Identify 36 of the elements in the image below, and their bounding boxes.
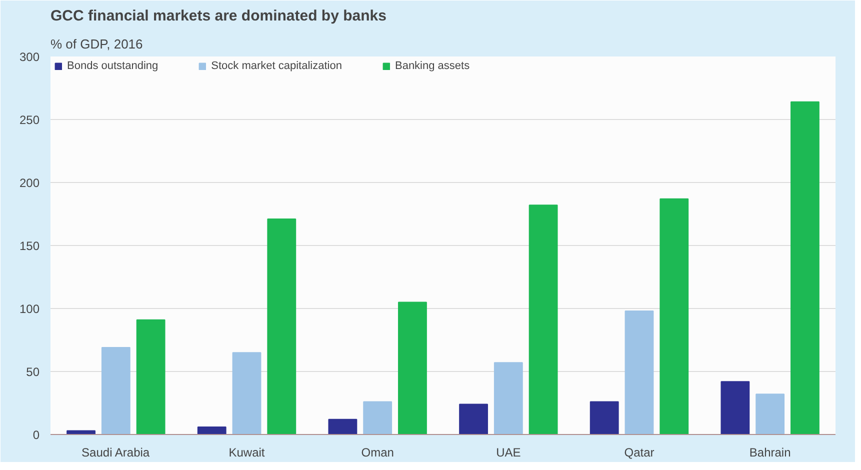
x-tick-label: Oman	[361, 446, 394, 460]
bar	[590, 401, 619, 434]
bar	[398, 302, 427, 434]
x-tick-label: Kuwait	[228, 446, 266, 460]
y-tick-label: 50	[26, 365, 40, 379]
bar	[756, 394, 785, 434]
bar	[66, 430, 96, 434]
bar	[101, 347, 130, 434]
y-tick-label: 300	[19, 50, 40, 64]
bar	[232, 352, 262, 434]
y-tick-label: 250	[19, 113, 40, 127]
bar	[459, 404, 488, 434]
legend-label: Stock market capitalization	[211, 60, 342, 72]
y-tick-label: 0	[32, 428, 40, 442]
y-tick-label: 150	[19, 239, 40, 253]
bar	[197, 426, 226, 434]
x-tick-label: Bahrain	[749, 446, 791, 460]
y-tick-label: 100	[19, 302, 40, 316]
bar	[624, 310, 654, 434]
bar	[720, 381, 750, 434]
legend-label: Banking assets	[394, 60, 470, 72]
bar	[136, 319, 166, 434]
bar	[528, 204, 558, 434]
y-tick-label: 200	[19, 176, 40, 190]
chart-subtitle: % of GDP, 2016	[50, 36, 143, 52]
bar	[660, 198, 689, 434]
x-tick-label: Saudi Arabia	[82, 446, 150, 460]
chart-title: GCC financial markets are dominated by banks	[50, 8, 386, 24]
bar	[267, 218, 296, 434]
bar	[363, 401, 392, 434]
x-tick-label: Qatar	[624, 446, 654, 460]
x-tick-label: UAE	[496, 446, 521, 460]
bar	[328, 418, 358, 434]
bar	[790, 101, 820, 434]
bar	[494, 362, 523, 434]
legend-label: Bonds outstanding	[67, 60, 158, 72]
